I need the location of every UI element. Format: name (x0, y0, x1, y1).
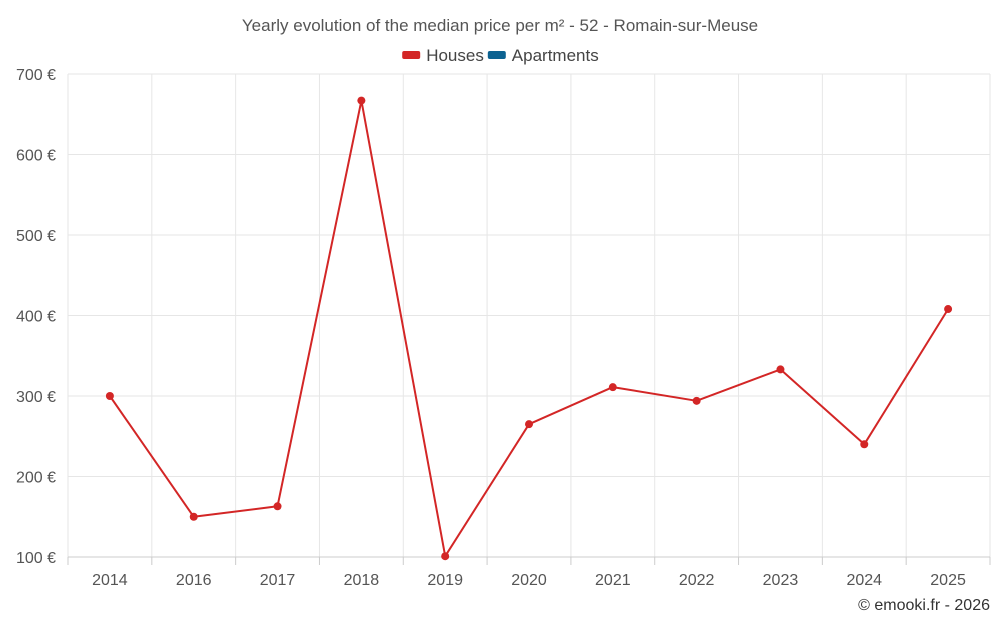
x-tick-label: 2021 (595, 572, 631, 589)
x-tick-label: 2025 (930, 572, 966, 589)
y-tick-label: 500 € (16, 228, 56, 245)
x-tick-label: 2017 (260, 572, 296, 589)
y-tick-label: 600 € (16, 148, 56, 165)
legend-label: Houses (426, 46, 484, 65)
data-point[interactable] (692, 396, 701, 405)
credit-text: © emooki.fr - 2026 (858, 597, 990, 614)
data-point[interactable] (273, 502, 282, 511)
data-point[interactable] (608, 383, 617, 392)
x-gridlines (67, 74, 991, 557)
y-tick-label: 100 € (16, 550, 56, 567)
data-point[interactable] (776, 365, 785, 374)
data-point[interactable] (441, 552, 450, 561)
x-tick-labels: 2014 2016 2017 2018 2019 2020 2021 2022 2023 2024… (92, 572, 966, 589)
data-point[interactable] (525, 420, 533, 429)
y-tick-label: 300 € (16, 389, 56, 406)
y-tick-labels: 100 € 200 € 300 € 400 € 500 € 600 € 700 € (16, 67, 56, 567)
series-houses (105, 96, 953, 561)
x-tick-label: 2020 (511, 572, 547, 589)
y-tick-label: 700 € (16, 67, 56, 84)
x-tick-label: 2023 (763, 572, 799, 589)
y-gridlines (68, 73, 990, 558)
data-point[interactable] (105, 392, 114, 400)
legend-swatch (487, 51, 506, 59)
legend: Houses Apartments (402, 46, 599, 65)
series-layer (105, 96, 953, 561)
x-tick-label: 2014 (92, 572, 128, 589)
x-tick-label: 2018 (344, 572, 380, 589)
y-tick-label: 400 € (16, 309, 56, 326)
x-tick-label: 2022 (679, 572, 715, 589)
x-tick-label: 2024 (846, 572, 882, 589)
axes (67, 556, 991, 565)
y-tick-label: 200 € (16, 470, 56, 487)
data-point[interactable] (944, 305, 953, 314)
x-tick-label: 2016 (176, 572, 212, 589)
legend-item-apartments[interactable]: Apartments (487, 46, 599, 65)
chart-title: Yearly evolution of the median price per… (242, 16, 758, 35)
data-point[interactable] (357, 96, 366, 105)
x-tick-label: 2019 (427, 572, 463, 589)
data-point[interactable] (189, 512, 198, 521)
legend-item-houses[interactable]: Houses (402, 46, 484, 65)
data-point[interactable] (860, 440, 869, 449)
legend-swatch (402, 51, 421, 59)
legend-label: Apartments (512, 46, 599, 65)
